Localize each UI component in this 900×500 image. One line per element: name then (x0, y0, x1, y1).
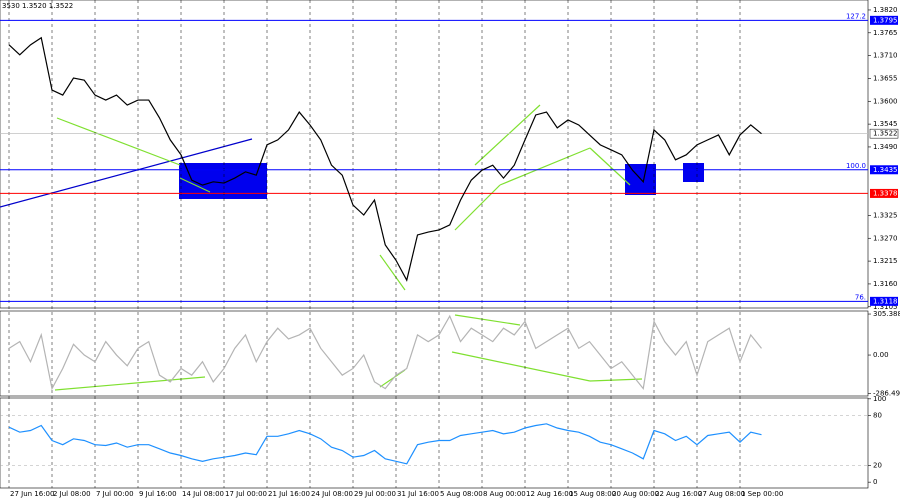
level-label-box (870, 165, 898, 175)
fib-label: 100.0 (846, 162, 866, 170)
x-tick-label: 21 Jul 16:00 (268, 490, 310, 498)
level-label: 1.3795 (873, 16, 898, 24)
main-panel (0, 0, 869, 309)
data-line (8, 423, 762, 465)
level-label: 1.3118 (873, 297, 898, 305)
y-tick-label: 1.3105 (873, 303, 898, 311)
y-tick-label: 1.3490 (873, 143, 898, 151)
x-tick-label: 27 Jun 16:00 (10, 490, 54, 498)
level-label: 1.3435 (873, 166, 898, 174)
x-tick-label: 29 Jul 00:00 (354, 490, 396, 498)
trend-line (0, 138, 253, 208)
y-tick-label: 1.3215 (873, 257, 898, 265)
y-tick-label: 1.3655 (873, 74, 898, 82)
y-tick-label: 1.3765 (873, 29, 898, 37)
x-tick-label: 17 Jul 00:00 (225, 490, 267, 498)
last-price-label: 1.3522 (873, 130, 898, 138)
x-tick-label: 12 Aug 16:00 (526, 490, 573, 498)
y-tick-label: 1.3160 (873, 280, 898, 288)
rsi-panel (0, 397, 869, 489)
x-tick-label: 15 Aug 08:00 (569, 490, 616, 498)
price-header: 3530 1.3520 1.3522 (2, 2, 73, 10)
x-tick-label: 1 Sep 00:00 (741, 490, 783, 498)
last-price-box (869, 128, 899, 139)
fib-label: 76. (855, 293, 866, 301)
level-label: 1.3378 (873, 189, 898, 197)
x-tick-label: 8 Aug 00:00 (483, 490, 526, 498)
annotations (0, 104, 704, 391)
x-tick-label: 2 Jul 08:00 (53, 490, 91, 498)
level-label-box (870, 296, 898, 306)
x-tick-label: 9 Jul 16:00 (139, 490, 177, 498)
x-tick-label: 20 Aug 00:00 (612, 490, 659, 498)
x-tick-label: 31 Jul 16:00 (397, 490, 439, 498)
y-tick-label: 1.3545 (873, 120, 898, 128)
y-tick-label: -286.493 (873, 390, 900, 398)
x-tick-label: 27 Aug 08:00 (698, 490, 745, 498)
y-tick-label: 20 (873, 462, 882, 470)
y-tick-label: 0.00 (873, 351, 889, 359)
cci-panel (0, 310, 869, 397)
y-tick-label: 1.3820 (873, 6, 898, 14)
y-tick-label: 1.3710 (873, 52, 898, 60)
zone-box (683, 163, 704, 182)
y-tick-label: 1.3270 (873, 234, 898, 242)
x-tick-label: 7 Jul 00:00 (96, 490, 134, 498)
data-line (8, 314, 762, 391)
divergence-lines (54, 104, 643, 391)
y-tick-label: 1.3325 (873, 211, 898, 219)
level-label-box (870, 15, 898, 25)
x-tick-label: 14 Jul 08:00 (182, 490, 224, 498)
x-tick-label: 22 Aug 16:00 (655, 490, 702, 498)
level-label-box (870, 188, 898, 198)
data-line (8, 36, 762, 282)
x-tick-label: 5 Aug 08:00 (440, 490, 483, 498)
fib-label: 127.2 (846, 12, 866, 20)
y-tick-label: 0 (873, 478, 877, 486)
y-tick-label: 305.3886 (873, 310, 900, 318)
x-tick-label: 24 Jul 08:00 (311, 490, 353, 498)
y-tick-label: 80 (873, 412, 882, 420)
y-tick-label: 1.3600 (873, 97, 898, 105)
y-tick-label: 100 (873, 395, 886, 403)
